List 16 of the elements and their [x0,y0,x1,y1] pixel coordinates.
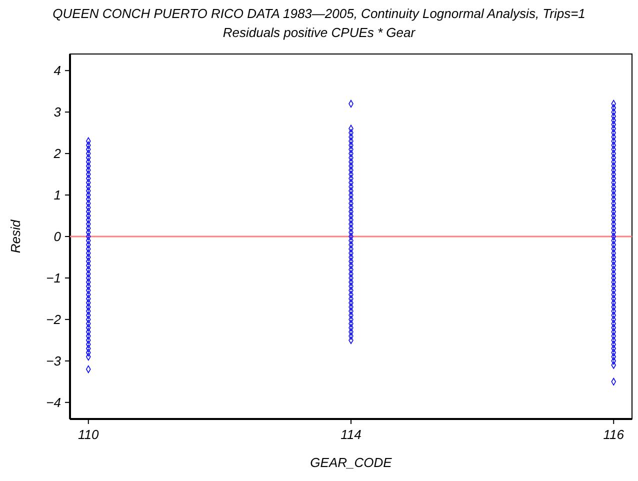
x-axis-title: GEAR_CODE [310,455,392,470]
y-tick-label: 3 [54,104,62,120]
chart-subtitle: Residuals positive CPUEs * Gear [222,25,416,40]
y-tick-label: 2 [52,146,62,162]
y-axis-title: Resid [8,219,23,254]
x-tick-label: 110 [78,427,100,442]
y-tick-label: 1 [54,188,61,203]
y-tick-label: −4 [46,394,61,410]
x-tick-label: 116 [603,427,625,442]
y-tick-label: 4 [54,63,61,78]
x-tick-label: 114 [340,427,362,442]
chart-title: QUEEN CONCH PUERTO RICO DATA 1983—2005, Continuity Lognormal Analysis, Trips=1 [52,6,586,21]
y-tick-label: 0 [54,229,62,244]
y-tick-label: −1 [46,270,61,286]
y-tick-label: −2 [46,312,62,328]
y-tick-label: −3 [46,353,62,368]
